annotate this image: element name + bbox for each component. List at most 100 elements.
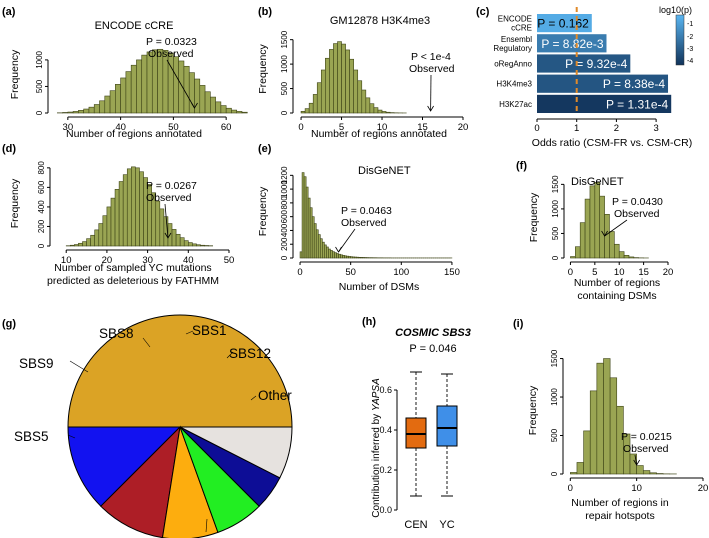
- y-tick-label: 1500: [280, 30, 289, 48]
- y-tick-label: 0: [551, 255, 560, 260]
- observed-arrowhead: [601, 230, 608, 237]
- y-tick-label: 1000: [550, 388, 559, 406]
- histogram-bar: [324, 244, 327, 259]
- histogram-bar: [305, 186, 309, 259]
- p-value-label: P = 0.0430: [612, 196, 663, 208]
- panel-label-g: (g): [2, 318, 16, 330]
- histogram-bar: [649, 472, 657, 475]
- pie-label: SBS1: [192, 323, 227, 338]
- histogram-bar: [311, 216, 315, 259]
- histogram-bar: [194, 78, 201, 114]
- x-tick-label: 100: [393, 267, 409, 278]
- histogram-bar: [78, 242, 83, 247]
- colorbar-tick: -2: [687, 34, 693, 41]
- pie-leader-line: [142, 337, 151, 348]
- histogram-bar: [173, 56, 179, 114]
- histogram-bar: [340, 254, 343, 259]
- x-category-label: YC: [439, 519, 454, 531]
- x-axis-label: Number of sampled YC mutations: [54, 262, 211, 274]
- histogram-bar: [350, 256, 354, 259]
- p-value-label: P = 0.0267: [146, 180, 197, 192]
- y-tick-label: 800: [280, 196, 289, 210]
- histogram-bar: [614, 243, 620, 259]
- y-tick-label: 1000: [280, 180, 289, 198]
- histogram-bar: [365, 97, 371, 114]
- histogram-bar: [225, 107, 232, 114]
- histogram-bar: [183, 240, 189, 247]
- histogram-bar: [210, 96, 216, 114]
- histogram-bar: [381, 111, 387, 114]
- histogram-b: 0 5 10 15 20 0 500 1000 1500 Frequency Number of r…: [257, 15, 468, 140]
- histogram-d: 10 20 30 40 50 0 200 400 600 800 Frequency Number o…: [9, 161, 234, 287]
- boxplot-ylabel: Contribution inferred by YAPSA: [371, 378, 382, 518]
- p-value-label: P = 0.0215: [621, 431, 672, 443]
- histogram-bar: [125, 71, 132, 114]
- odds-ratio-bar: [537, 54, 631, 73]
- p-value-label: P = 9.32e-4: [565, 57, 627, 71]
- histogram-bar: [231, 109, 238, 114]
- p-value-label: P = 8.38e-4: [603, 77, 665, 91]
- observed-label: Observed: [409, 63, 455, 75]
- signature-pie-chart: SBS3SBS5SBS9SBS8SBS1SBS12Other: [14, 314, 293, 538]
- histogram-bar: [135, 167, 140, 247]
- x-tick-label: 20: [102, 255, 113, 266]
- histogram-bar: [94, 229, 100, 247]
- x-axis-label: Number of DSMs: [339, 281, 420, 293]
- odds-ratio-bar: [537, 34, 607, 53]
- histogram-bar: [69, 244, 75, 247]
- histogram-bar: [623, 255, 630, 259]
- histogram-bar: [141, 54, 148, 114]
- histogram-bar: [328, 248, 331, 259]
- observed-arrowhead: [191, 102, 198, 109]
- panel-label-d: (d): [2, 143, 16, 155]
- histogram-bar: [115, 84, 121, 114]
- y-tick-label: 1000: [35, 50, 44, 68]
- panel-title: GM12878 H3K4me3: [330, 15, 430, 27]
- histogram-bar: [354, 256, 358, 259]
- histogram-bar: [589, 390, 598, 475]
- category-label: Ensembl: [501, 35, 532, 44]
- histogram-bar: [178, 60, 185, 114]
- histogram-bar: [603, 358, 611, 475]
- colorbar-tick: -4: [687, 58, 693, 65]
- histogram-bar: [570, 472, 578, 475]
- y-tick-label: 200: [37, 219, 46, 233]
- x-tick-label: 40: [115, 122, 126, 133]
- histogram-bar: [609, 231, 615, 259]
- p-value-label: P = 1.31e-4: [606, 97, 668, 111]
- histogram-bar: [72, 111, 79, 114]
- x-tick-label: 0: [568, 267, 573, 278]
- x-tick-label: 5: [592, 267, 597, 278]
- histogram-bar: [636, 465, 644, 475]
- histogram-bar: [346, 255, 349, 259]
- histogram-bar: [98, 223, 104, 247]
- histogram-bar: [385, 111, 391, 114]
- histogram-bar: [599, 195, 605, 259]
- observed-label: Observed: [341, 217, 387, 229]
- x-tick-label: 10: [631, 483, 642, 494]
- histogram-bar: [369, 103, 375, 114]
- p-value-label: P = 0.0323: [146, 36, 197, 48]
- x-tick-label: 10: [377, 122, 388, 133]
- x-tick-label: 10: [61, 255, 72, 266]
- observed-label: Observed: [614, 208, 660, 220]
- x-axis-label: Number of regions annotated: [311, 128, 447, 140]
- category-label: cCRE: [511, 24, 532, 33]
- histogram-bar: [333, 43, 338, 114]
- histogram-bar: [204, 91, 211, 114]
- histogram-f: 0 5 10 15 20 0 500 1000 1500 Frequency Number of r…: [528, 175, 673, 302]
- histogram-bar: [88, 106, 95, 114]
- colorbar-tick: -1: [687, 21, 693, 28]
- y-axis-label: Frequency: [528, 192, 540, 242]
- histogram-bar: [308, 102, 314, 114]
- y-tick-label: 600: [37, 180, 46, 194]
- histogram-bar: [329, 49, 334, 114]
- histogram-bar: [301, 172, 305, 259]
- histogram-bar: [67, 111, 74, 114]
- pie-leader-line: [226, 351, 234, 359]
- y-tick-label: 600: [280, 209, 289, 223]
- x-axis-label: predicted as deleterious by FATHMM: [47, 275, 219, 287]
- histogram-bar: [628, 256, 635, 259]
- histogram-bar: [604, 214, 610, 259]
- observed-arrowhead: [633, 459, 641, 466]
